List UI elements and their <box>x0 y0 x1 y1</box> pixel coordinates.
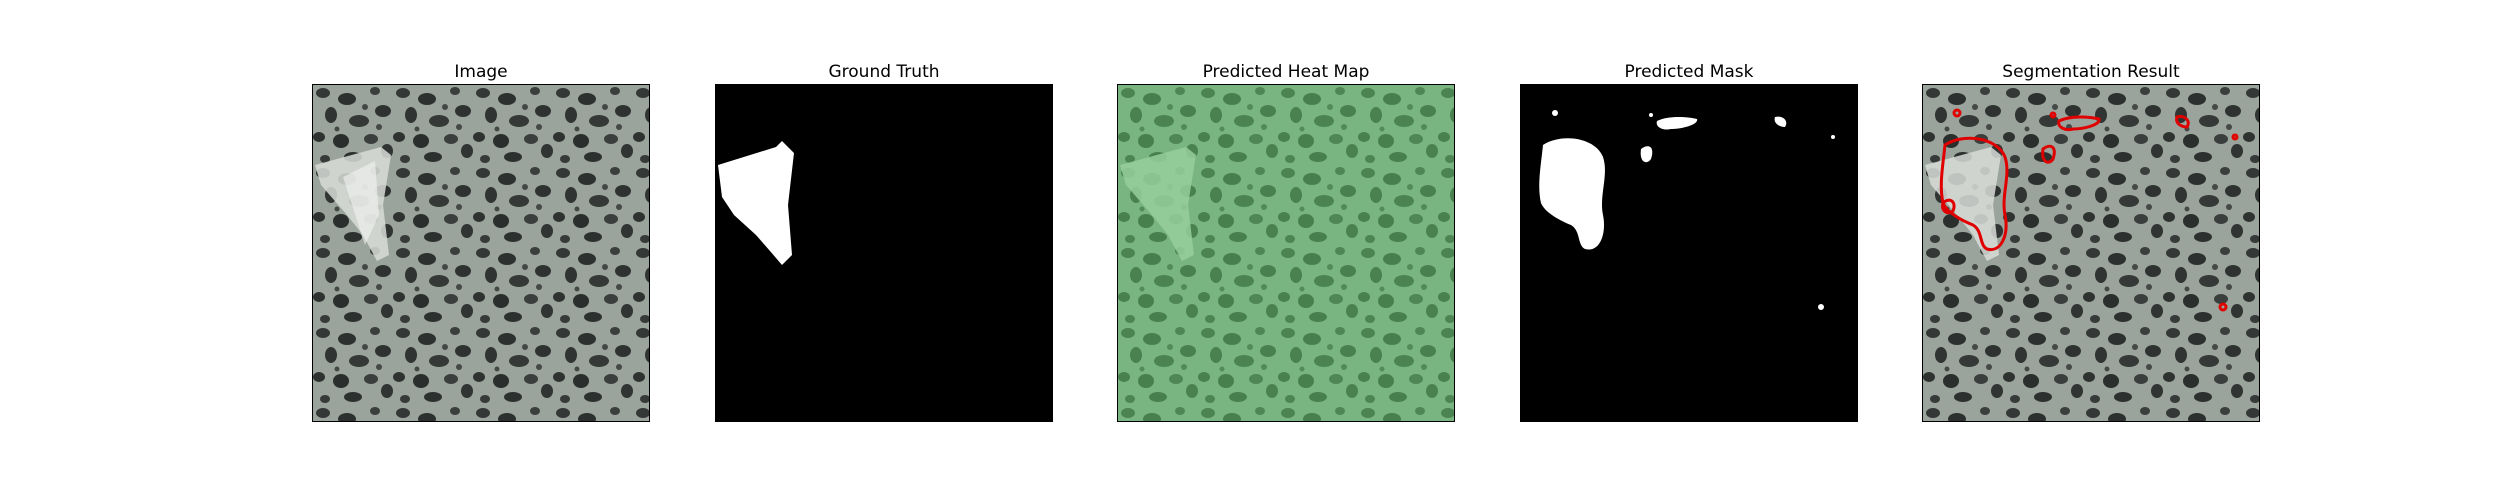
image-frame <box>312 84 650 422</box>
texture-image <box>313 85 649 421</box>
panel-title: Predicted Heat Map <box>1202 62 1370 82</box>
predicted-mask <box>1521 85 1857 421</box>
panel-title: Segmentation Result <box>2002 62 2180 82</box>
ground-truth-region <box>718 141 794 265</box>
ground-truth-panel: Ground Truth <box>715 60 1053 422</box>
segmentation-result-panel: Segmentation Result <box>1922 60 2260 422</box>
ground-truth-mask <box>716 85 1052 421</box>
heat-map-panel: Predicted Heat Map <box>1117 60 1455 422</box>
segmentation-result-frame <box>1922 84 2260 422</box>
image-panel: Image <box>312 60 650 422</box>
segmentation-contours <box>1939 108 2239 312</box>
heat-map-image <box>1118 85 1454 421</box>
panel-title: Predicted Mask <box>1624 62 1754 82</box>
predicted-mask-frame <box>1520 84 1858 422</box>
ground-truth-frame <box>715 84 1053 422</box>
predicted-region-main <box>1539 138 1605 250</box>
segmentation-image <box>1923 85 2259 421</box>
panel-title: Ground Truth <box>828 62 940 82</box>
predicted-mask-panel: Predicted Mask <box>1520 60 1858 422</box>
panel-title: Image <box>454 62 508 82</box>
heat-map-frame <box>1117 84 1455 422</box>
